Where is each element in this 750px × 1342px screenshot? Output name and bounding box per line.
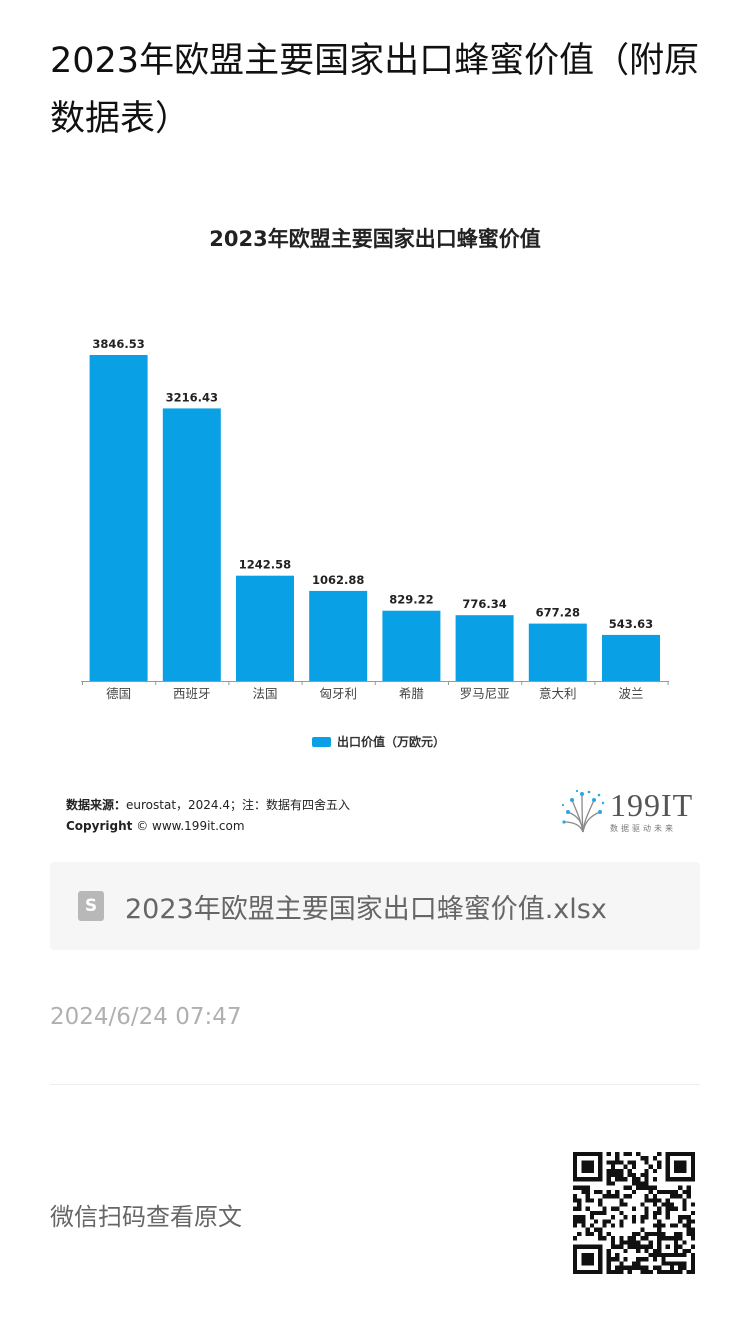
data-label-0: 3846.53: [92, 337, 144, 351]
chart-card: 2023年欧盟主要国家出口蜂蜜价值 3846.53 德国 3216.43 西班牙 124…: [50, 205, 700, 855]
brand-logo: 199IT 数据驱动未来: [560, 788, 693, 834]
data-label-1: 3216.43: [166, 390, 218, 404]
source-label: 数据来源：: [66, 798, 127, 812]
article-title: 2023年欧盟主要国家出口蜂蜜价值（附原数据表）: [50, 41, 700, 139]
data-label-7: 543.63: [609, 617, 653, 631]
data-label-4: 829.22: [389, 593, 433, 607]
dandelion-logo-icon: [561, 789, 605, 833]
x-tick-label-7: 波兰: [618, 686, 643, 701]
divider: [50, 1084, 700, 1085]
data-label-2: 1242.58: [239, 558, 291, 572]
spreadsheet-file-icon: S: [78, 891, 104, 921]
x-tick-label-1: 西班牙: [173, 686, 211, 701]
copyright-label: Copyright: [66, 819, 133, 833]
attachment-file-card[interactable]: S 2023年欧盟主要国家出口蜂蜜价值.xlsx: [50, 862, 700, 950]
x-tick-label-3: 匈牙利: [319, 686, 357, 701]
data-label-5: 776.34: [462, 597, 506, 611]
data-source: 数据来源：eurostat，2024.4；注：数据有四舍五入 Copyright…: [66, 795, 350, 837]
qr-caption: 微信扫码查看原文: [50, 1203, 242, 1231]
chart-legend: 出口价值（万欧元）: [312, 733, 445, 750]
bar-7: [602, 634, 660, 681]
chart-title: 2023年欧盟主要国家出口蜂蜜价值: [209, 227, 541, 251]
bar-5: [455, 615, 514, 681]
bar-4: [382, 610, 441, 681]
bar-6: [528, 623, 587, 681]
bar-1: [162, 408, 221, 681]
legend-label: 出口价值（万欧元）: [337, 735, 446, 749]
x-tick-label-0: 德国: [106, 686, 131, 701]
logo-tagline: 数据驱动未来: [610, 823, 676, 833]
x-tick-label-2: 法国: [252, 686, 277, 701]
bar-3: [309, 590, 368, 681]
bar-2: [236, 575, 294, 681]
data-label-6: 677.28: [536, 606, 580, 620]
publish-timestamp: 2024/6/24 07:47: [50, 1004, 242, 1030]
source-line: 数据来源：eurostat，2024.4；注：数据有四舍五入: [66, 795, 350, 816]
logo-wordmark: 199IT: [610, 786, 694, 823]
x-tick-label-6: 意大利: [539, 686, 577, 701]
copyright-line: Copyright © www.199it.com: [66, 816, 350, 837]
qr-code-icon[interactable]: [573, 1152, 695, 1274]
bar-0: [89, 355, 148, 681]
x-tick-label-5: 罗马尼亚: [460, 686, 510, 701]
data-label-3: 1062.88: [312, 573, 364, 587]
copyright-text: © www.199it.com: [136, 819, 245, 833]
source-text: eurostat，2024.4；注：数据有四舍五入: [126, 798, 351, 812]
legend-swatch: [312, 736, 331, 747]
x-tick-label-4: 希腊: [399, 686, 425, 701]
attachment-filename[interactable]: 2023年欧盟主要国家出口蜂蜜价值.xlsx: [125, 893, 607, 925]
bar-chart: 3846.53 德国 3216.43 西班牙 1242.58 法国 1062.88 匈牙利 82…: [81, 337, 669, 701]
